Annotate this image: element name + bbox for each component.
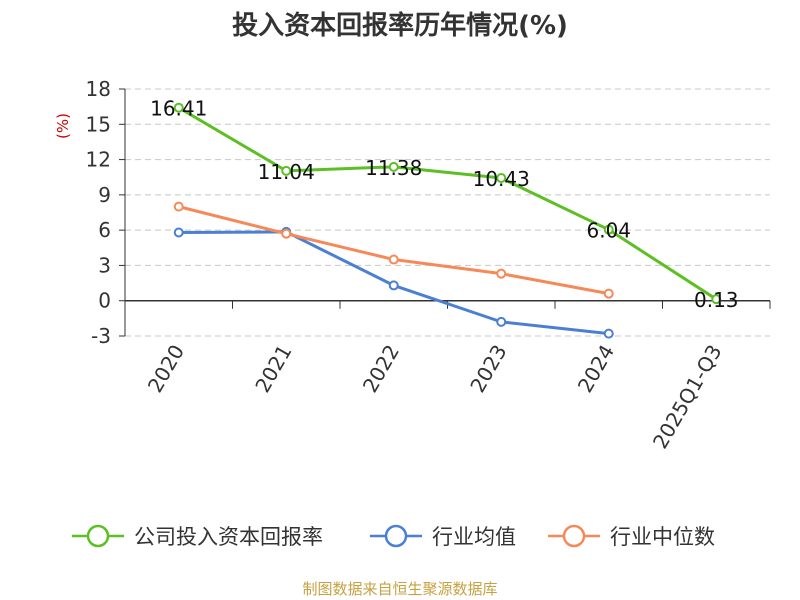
legend-marker	[562, 524, 586, 548]
legend-label: 行业均值	[432, 525, 516, 549]
x-tick-label: 2021	[250, 341, 296, 397]
y-tick-label: 18	[86, 77, 111, 101]
x-tick-label: 2020	[143, 341, 189, 397]
x-tick-label: 2022	[358, 341, 404, 397]
y-tick-label: 0	[98, 289, 111, 313]
y-axis-label: (%)	[54, 113, 72, 139]
series-layer	[173, 102, 722, 339]
y-tick-label: -3	[91, 324, 111, 348]
data-point	[711, 294, 722, 305]
y-tick-label: 6	[98, 218, 111, 242]
chart-title: 投入资本回报率历年情况(%)	[232, 10, 568, 41]
data-point	[603, 224, 614, 235]
data-point	[281, 165, 292, 176]
data-point	[173, 201, 184, 212]
data-point	[496, 173, 507, 184]
data-label: 6.04	[586, 219, 631, 243]
legend-marker	[86, 524, 110, 548]
data-label: 11.04	[258, 160, 315, 184]
legend-marker	[384, 524, 408, 548]
x-tick-label: 2023	[465, 341, 511, 397]
data-point	[496, 268, 507, 279]
source-note: 制图数据来自恒生聚源数据库	[302, 580, 497, 598]
data-point	[173, 227, 184, 238]
data-point	[281, 228, 292, 239]
axes: 18 15 12 9 6 3 0 -3 2020 2021 2022 2023 2024 2025Q1-Q…	[86, 77, 771, 453]
data-label: 0.13	[694, 288, 739, 312]
data-point	[603, 328, 614, 339]
data-point	[388, 254, 399, 265]
data-point	[496, 316, 507, 327]
data-label: 10.43	[473, 167, 530, 191]
series-line-0	[177, 106, 718, 301]
legend: 公司投入资本回报率 行业均值 行业中位数	[72, 524, 715, 549]
data-label: 11.38	[365, 156, 422, 180]
y-tick-label: 12	[86, 148, 111, 172]
y-tick-label: 9	[98, 183, 111, 207]
x-tick-label: 2025Q1-Q3	[648, 341, 727, 453]
grid	[125, 88, 770, 337]
data-label: 16.41	[150, 97, 207, 121]
data-point	[603, 288, 614, 299]
legend-label: 公司投入资本回报率	[134, 525, 323, 549]
y-tick-label: 3	[98, 253, 111, 277]
x-tick-label: 2024	[573, 341, 619, 397]
legend-label: 行业中位数	[610, 525, 715, 549]
y-tick-label: 15	[86, 112, 111, 136]
data-point	[173, 102, 184, 113]
data-labels: 16.41 11.04 11.38 10.43 6.04 0.13	[150, 97, 738, 312]
data-point	[388, 280, 399, 291]
data-point	[388, 161, 399, 172]
